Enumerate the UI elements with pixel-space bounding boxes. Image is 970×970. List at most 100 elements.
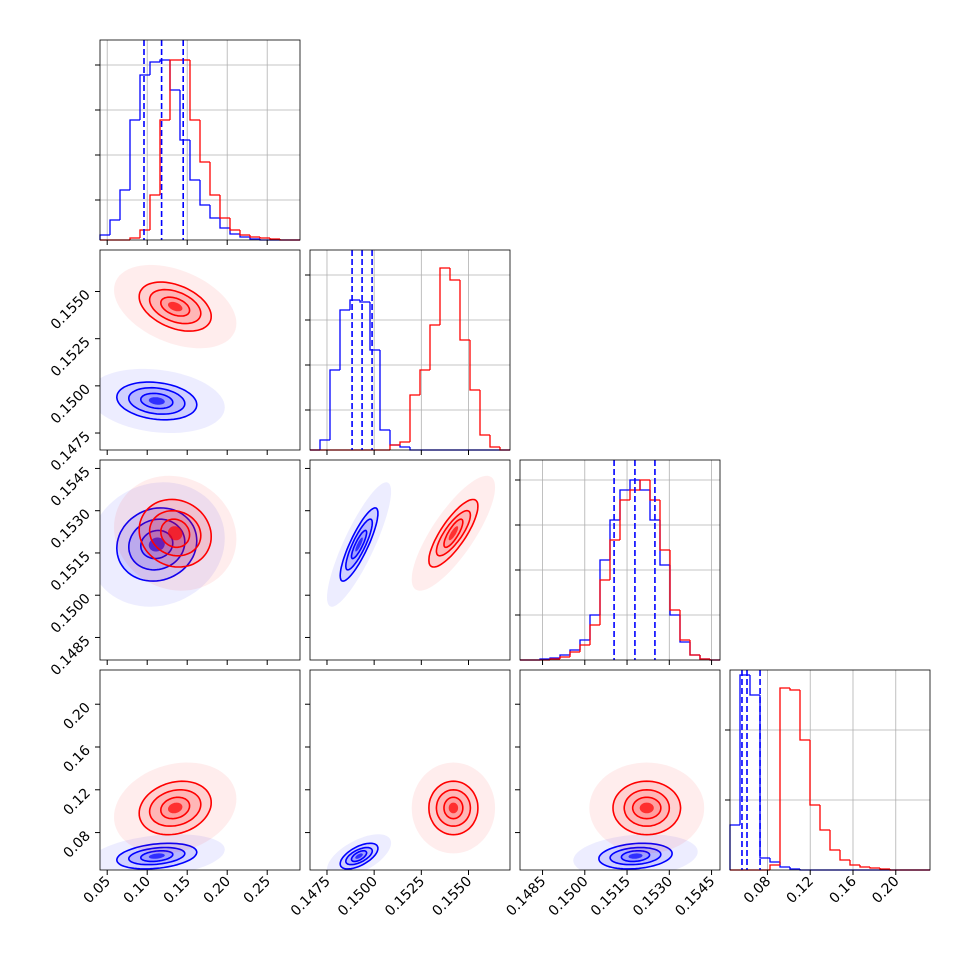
histogram-step: [219, 195, 230, 219]
y-tick-label: 0.1475: [48, 429, 94, 475]
panel-frame: [309, 669, 511, 871]
x-tick-label: 0.08: [741, 874, 774, 907]
histogram-panel: [95, 39, 301, 241]
panel-frame: [519, 669, 721, 871]
histogram-step: [159, 119, 170, 195]
histogram-step: [99, 234, 110, 240]
histogram-step: [479, 390, 490, 436]
histogram-step: [399, 445, 410, 448]
y-tick-label: 0.20: [60, 700, 93, 733]
histogram-step: [649, 480, 660, 501]
density-peak: [148, 397, 165, 405]
histogram-step: [169, 60, 180, 91]
density-peak: [628, 853, 643, 859]
histogram-step: [489, 435, 500, 448]
histogram-step: [769, 858, 780, 863]
histogram-step: [459, 280, 470, 341]
density-peak: [148, 853, 165, 859]
histogram-step: [569, 651, 580, 657]
histogram-step: [619, 489, 630, 520]
histogram-step: [129, 237, 140, 240]
histogram-step: [499, 447, 510, 451]
histogram-step: [619, 499, 630, 540]
panel-frame: [99, 459, 301, 661]
histogram-step: [349, 299, 360, 310]
contour-panel: [100, 762, 237, 870]
histogram-step: [259, 237, 270, 239]
histogram-step: [679, 610, 690, 641]
x-tick-label: 0.15: [161, 874, 194, 907]
histogram-step: [869, 867, 880, 869]
histogram-step: [409, 394, 420, 442]
histogram-step: [359, 300, 370, 303]
y-tick-label: 0.1515: [48, 548, 94, 594]
histogram-step: [109, 219, 120, 235]
histogram-step: [149, 61, 160, 75]
density-peak: [355, 853, 363, 859]
x-tick-label: 0.12: [784, 874, 817, 907]
histogram-step: [209, 205, 220, 219]
x-tick-label: 0.1475: [288, 874, 334, 920]
histogram-step: [149, 194, 160, 230]
histogram-step: [339, 309, 350, 370]
panel-frame: [99, 669, 301, 871]
histogram-step: [229, 228, 240, 235]
y-tick-label: 0.1500: [48, 381, 94, 427]
histogram-step: [599, 579, 610, 625]
histogram-step: [589, 624, 600, 645]
density-peak: [168, 301, 183, 312]
density-peak: [448, 526, 459, 541]
histogram-step: [729, 824, 740, 870]
contour-panel: [327, 475, 496, 607]
histogram-panel: [305, 249, 511, 451]
histogram-step: [239, 230, 250, 236]
histogram-step: [799, 690, 810, 741]
y-tick-label: 0.16: [60, 742, 93, 775]
histogram-step: [209, 162, 220, 196]
panel-frame: [99, 39, 301, 241]
y-tick-label: 0.1550: [48, 287, 94, 333]
histogram-step: [129, 119, 140, 190]
x-tick-label: 0.16: [826, 873, 859, 906]
histogram-step: [189, 140, 200, 181]
histogram-step: [609, 539, 620, 580]
x-tick-label: 0.1515: [588, 874, 634, 920]
histogram-step: [449, 268, 460, 281]
histogram-step: [319, 439, 330, 450]
y-tick-label: 0.1525: [48, 334, 94, 380]
histogram-panel: [515, 459, 721, 661]
histogram-step: [669, 550, 680, 611]
x-tick-label: 0.1500: [335, 874, 381, 920]
histogram-step: [379, 350, 390, 431]
histogram-step: [639, 480, 650, 491]
contour-panel: [573, 762, 705, 870]
histogram-step: [689, 642, 700, 656]
histogram-step: [159, 59, 170, 62]
x-tick-label: 0.1525: [382, 874, 428, 920]
panel-frame: [99, 249, 301, 451]
panel-frame: [309, 249, 511, 451]
histogram-step: [599, 559, 610, 615]
histogram-step: [759, 695, 770, 859]
histogram-step: [199, 180, 210, 206]
y-tick-label: 0.1485: [48, 633, 94, 679]
histogram-step: [389, 430, 400, 446]
x-tick-label: 0.20: [201, 874, 234, 907]
histogram-step: [859, 865, 870, 868]
histogram-step: [839, 850, 850, 861]
x-tick-label: 0.1550: [429, 874, 475, 920]
histogram-step: [679, 615, 690, 643]
histogram-step: [119, 189, 130, 220]
histogram-step: [329, 369, 340, 440]
histogram-step: [829, 830, 840, 851]
histogram-step: [879, 868, 890, 870]
histogram-step: [849, 860, 860, 866]
contour-panel: [100, 264, 237, 433]
histogram-step: [139, 74, 150, 120]
histogram-step: [169, 59, 180, 120]
histogram-step: [419, 369, 430, 395]
contour-panel: [100, 475, 237, 607]
y-tick-label: 0.12: [60, 785, 93, 818]
x-tick-label: 0.1500: [546, 874, 592, 920]
